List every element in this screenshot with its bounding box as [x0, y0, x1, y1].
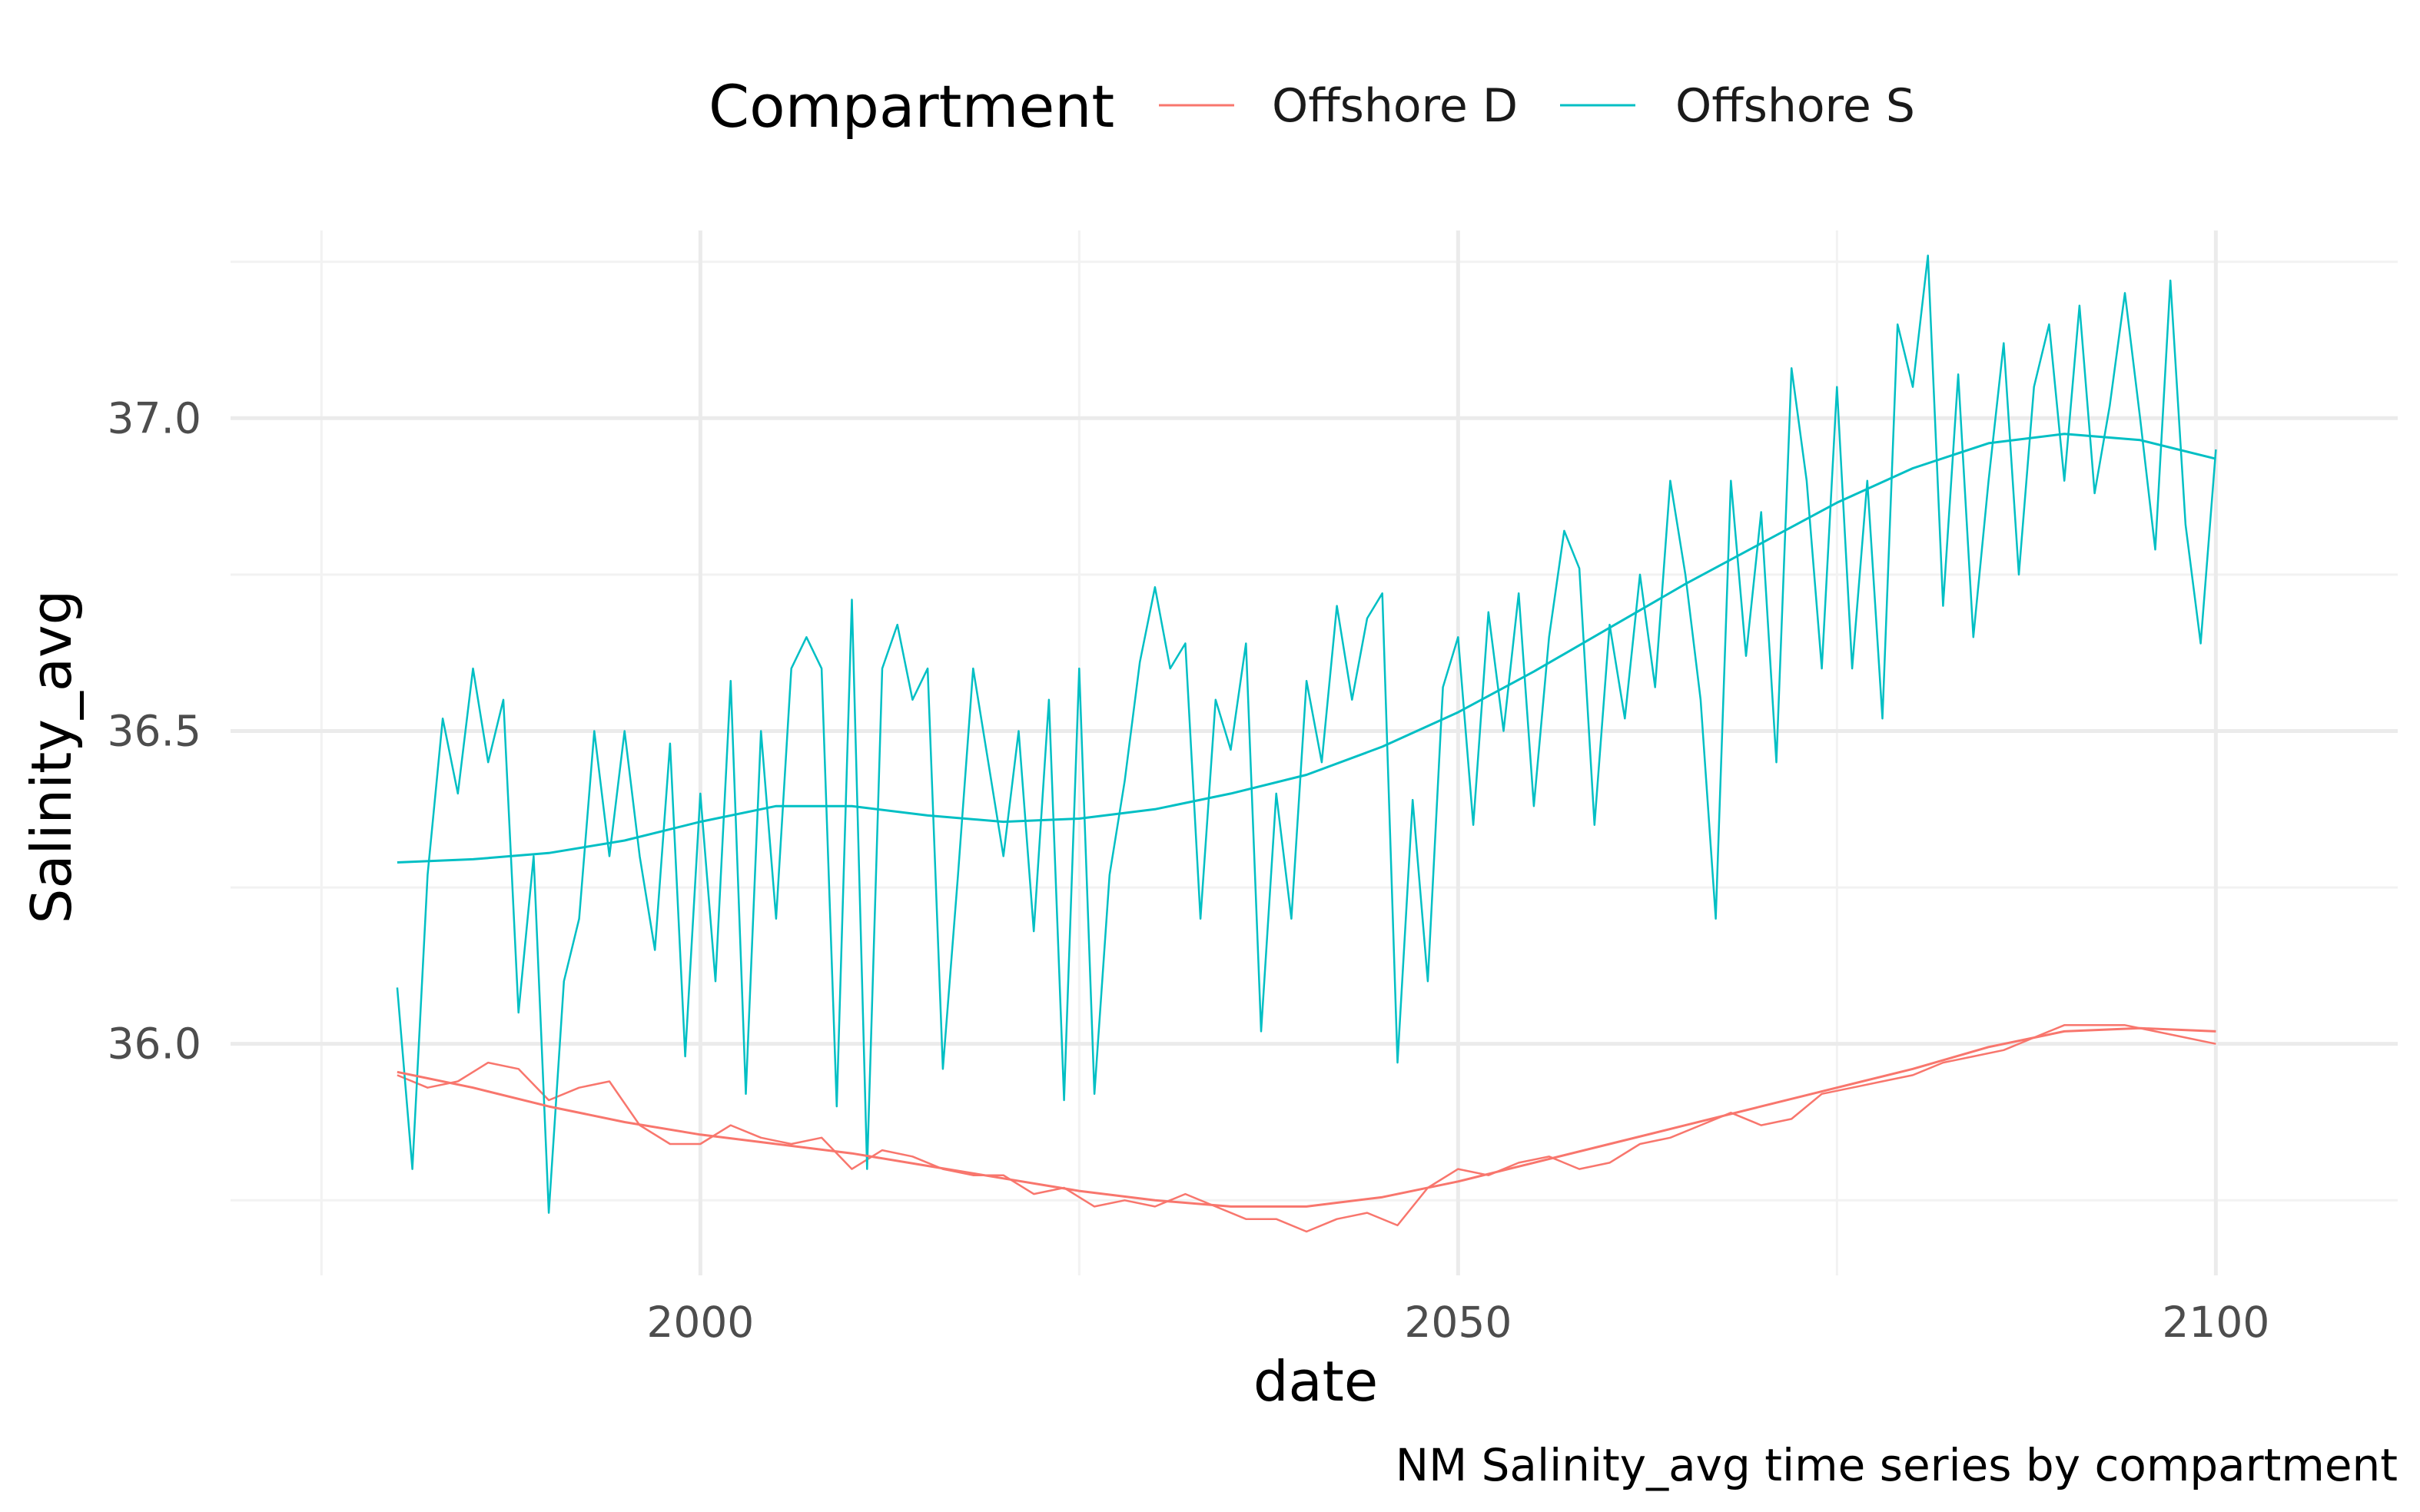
y-tick-label: 36.0: [108, 1020, 201, 1069]
legend-title: Compartment: [709, 72, 1114, 141]
legend-label-offshore-s: Offshore S: [1675, 79, 1915, 133]
series-line-offshore-d-observed: [397, 1024, 2216, 1233]
series-line-offshore-s-smooth: [397, 433, 2216, 864]
x-tick-label: 2000: [646, 1298, 754, 1347]
chart-caption: NM Salinity_avg time series by compartme…: [1396, 1439, 2398, 1491]
x-axis-title: date: [1253, 1349, 1378, 1414]
series-line-offshore-d-smooth: [397, 1026, 2216, 1208]
gridlines: [231, 230, 2398, 1275]
tick-labels: 2000 2050 2100 36.0 36.5 37.0: [108, 393, 2270, 1347]
x-tick-label: 2100: [2162, 1298, 2269, 1347]
legend: Compartment Offshore D Offshore S: [709, 72, 1915, 141]
y-tick-label: 37.0: [108, 393, 201, 443]
x-tick-label: 2050: [1404, 1298, 1512, 1347]
y-axis-title: Salinity_avg: [19, 590, 84, 924]
series-lines: [396, 254, 2217, 1233]
legend-label-offshore-d: Offshore D: [1272, 79, 1518, 133]
series-line-offshore-s-observed: [396, 254, 2217, 1214]
y-tick-label: 36.5: [108, 706, 201, 755]
